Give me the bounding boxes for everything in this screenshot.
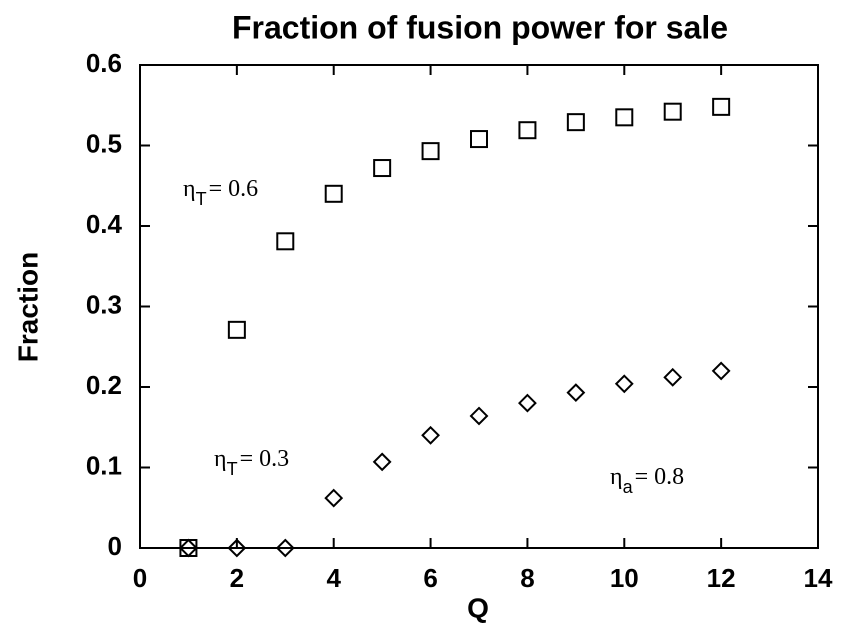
diamond-marker bbox=[518, 393, 537, 413]
diamond-marker bbox=[711, 361, 731, 381]
diamond-marker bbox=[663, 367, 683, 387]
plot-frame bbox=[139, 64, 819, 549]
square-marker bbox=[421, 142, 440, 161]
diamond-marker bbox=[372, 452, 392, 472]
x-tick-label: 6 bbox=[423, 563, 437, 593]
annotation-text: = 0.8 bbox=[635, 464, 685, 490]
annotation-subscript: a bbox=[623, 477, 634, 497]
diamond-marker bbox=[566, 383, 586, 403]
y-tick-label: 0 bbox=[108, 531, 122, 561]
y-tick-label: 0.5 bbox=[86, 128, 122, 158]
y-tick-label: 0.3 bbox=[86, 289, 122, 319]
square-marker bbox=[373, 159, 392, 178]
chart-title: Fraction of fusion power for sale bbox=[232, 9, 728, 45]
annotation: ηa= 0.8 bbox=[610, 464, 684, 497]
square-marker bbox=[324, 184, 343, 203]
square-marker bbox=[227, 320, 246, 339]
x-axis-label: Q bbox=[467, 592, 489, 623]
x-tick-label: 8 bbox=[520, 563, 534, 593]
diamond-marker bbox=[227, 538, 247, 558]
annotation-symbol: η bbox=[610, 464, 623, 490]
y-tick-label: 0.1 bbox=[86, 450, 122, 480]
square-marker bbox=[663, 102, 682, 121]
annotation-subscript: T bbox=[196, 189, 207, 209]
square-marker bbox=[712, 97, 731, 116]
diamond-marker bbox=[421, 425, 440, 445]
annotation-symbol: η bbox=[183, 176, 196, 202]
diamond-marker bbox=[324, 488, 344, 508]
square-marker bbox=[615, 108, 634, 127]
x-tick-label: 10 bbox=[610, 563, 639, 593]
annotation: ηT= 0.3 bbox=[214, 446, 289, 479]
annotation: ηT= 0.6 bbox=[183, 176, 258, 209]
annotation-symbol: η bbox=[214, 446, 227, 472]
diamond-marker bbox=[275, 538, 295, 558]
square-marker bbox=[566, 113, 585, 132]
diamond-marker bbox=[614, 374, 634, 394]
square-marker bbox=[276, 232, 295, 251]
square-marker bbox=[470, 130, 488, 149]
annotation-text: = 0.6 bbox=[209, 176, 259, 202]
y-tick-label: 0.4 bbox=[86, 209, 123, 239]
x-tick-label: 0 bbox=[133, 563, 147, 593]
square-marker bbox=[518, 121, 537, 140]
diamond-marker bbox=[469, 406, 489, 426]
y-tick-label: 0.6 bbox=[86, 48, 122, 78]
x-tick-label: 14 bbox=[804, 563, 833, 593]
x-tick-label: 12 bbox=[707, 563, 736, 593]
annotation-subscript: T bbox=[227, 459, 238, 479]
x-tick-label: 2 bbox=[230, 563, 244, 593]
y-axis-label: Fraction bbox=[12, 252, 43, 362]
annotation-text: = 0.3 bbox=[240, 446, 290, 472]
diamond-marker bbox=[179, 538, 198, 558]
x-tick-label: 4 bbox=[326, 563, 341, 593]
y-tick-label: 0.2 bbox=[86, 370, 122, 400]
